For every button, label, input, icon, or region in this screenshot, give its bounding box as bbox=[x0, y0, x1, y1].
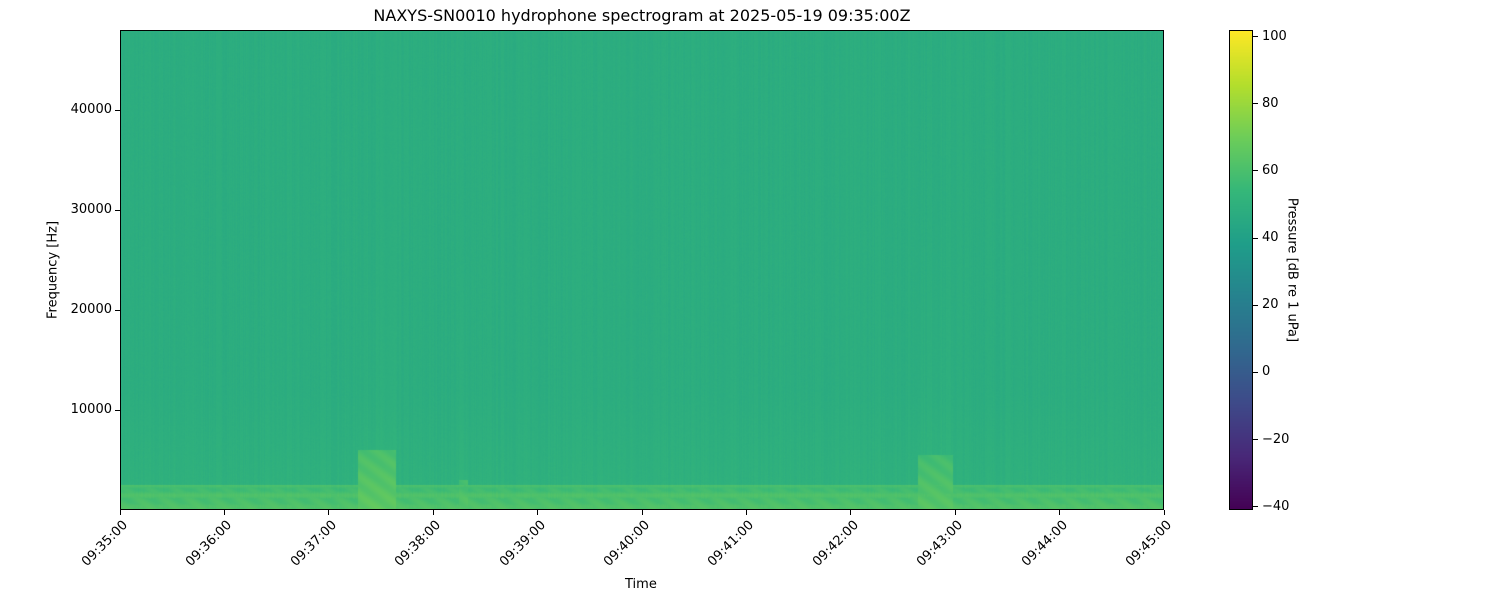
x-tick-label: 09:37:00 bbox=[287, 517, 340, 570]
x-tick bbox=[1059, 510, 1061, 515]
colorbar-tick-label: 100 bbox=[1262, 28, 1287, 44]
x-tick-label: 09:44:00 bbox=[1018, 517, 1071, 570]
colorbar bbox=[1229, 30, 1253, 510]
colorbar-tick bbox=[1253, 506, 1258, 508]
x-tick-label: 09:42:00 bbox=[809, 517, 862, 570]
x-tick bbox=[745, 510, 747, 515]
colorbar-tick bbox=[1253, 304, 1258, 306]
colorbar-tick-label: 0 bbox=[1262, 364, 1271, 380]
plot-area bbox=[120, 30, 1164, 510]
x-tick bbox=[119, 510, 121, 515]
x-tick-label: 09:45:00 bbox=[1122, 517, 1175, 570]
x-tick bbox=[1163, 510, 1165, 515]
x-tick bbox=[537, 510, 539, 515]
y-tick-label: 40000 bbox=[70, 102, 112, 117]
x-axis-label: Time bbox=[625, 577, 657, 592]
chart-title: NAXYS-SN0010 hydrophone spectrogram at 2… bbox=[373, 6, 911, 25]
x-tick-label: 09:38:00 bbox=[392, 517, 445, 570]
colorbar-tick-label: 40 bbox=[1262, 230, 1279, 246]
x-tick-label: 09:43:00 bbox=[914, 517, 967, 570]
y-tick-label: 20000 bbox=[70, 302, 112, 317]
spectrogram-image bbox=[121, 31, 1163, 509]
colorbar-tick bbox=[1253, 170, 1258, 172]
x-tick-label: 09:36:00 bbox=[183, 517, 236, 570]
colorbar-tick bbox=[1253, 103, 1258, 105]
colorbar-tick-label: 60 bbox=[1262, 162, 1279, 178]
x-tick-label: 09:41:00 bbox=[705, 517, 758, 570]
x-tick bbox=[641, 510, 643, 515]
colorbar-tick bbox=[1253, 371, 1258, 373]
y-tick bbox=[115, 109, 120, 111]
x-tick-label: 09:35:00 bbox=[78, 517, 131, 570]
x-tick bbox=[432, 510, 434, 515]
x-tick bbox=[850, 510, 852, 515]
x-tick-label: 09:40:00 bbox=[600, 517, 653, 570]
colorbar-tick-label: −20 bbox=[1262, 431, 1290, 447]
colorbar-tick bbox=[1253, 237, 1258, 239]
x-tick bbox=[223, 510, 225, 515]
x-tick-label: 09:39:00 bbox=[496, 517, 549, 570]
y-tick-label: 10000 bbox=[70, 402, 112, 417]
colorbar-label: Pressure [dB re 1 uPa] bbox=[1284, 197, 1300, 343]
colorbar-tick-label: −40 bbox=[1262, 498, 1290, 514]
y-tick bbox=[115, 409, 120, 411]
colorbar-tick bbox=[1253, 36, 1258, 38]
colorbar-tick-label: 80 bbox=[1262, 95, 1279, 111]
y-tick bbox=[115, 209, 120, 211]
x-tick bbox=[328, 510, 330, 515]
y-tick-label: 30000 bbox=[70, 202, 112, 217]
x-tick bbox=[954, 510, 956, 515]
y-tick bbox=[115, 309, 120, 311]
colorbar-tick-label: 20 bbox=[1262, 297, 1279, 313]
colorbar-tick bbox=[1253, 439, 1258, 440]
